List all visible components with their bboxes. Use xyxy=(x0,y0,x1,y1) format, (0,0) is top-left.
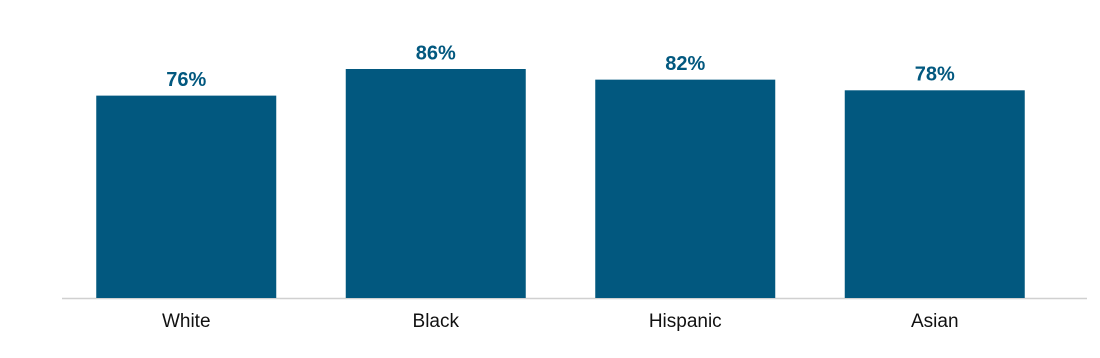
x-tick-label: Hispanic xyxy=(649,311,722,332)
value-label: 86% xyxy=(416,42,456,64)
bar xyxy=(595,79,776,299)
value-label: 82% xyxy=(665,53,705,75)
value-label: 76% xyxy=(166,69,206,91)
x-tick-label: Asian xyxy=(911,311,959,332)
x-tick-label: White xyxy=(162,311,211,332)
bar xyxy=(844,90,1025,298)
bar xyxy=(345,69,526,298)
bar xyxy=(96,95,277,299)
value-label: 78% xyxy=(915,64,955,86)
x-tick-label: Black xyxy=(413,311,460,332)
